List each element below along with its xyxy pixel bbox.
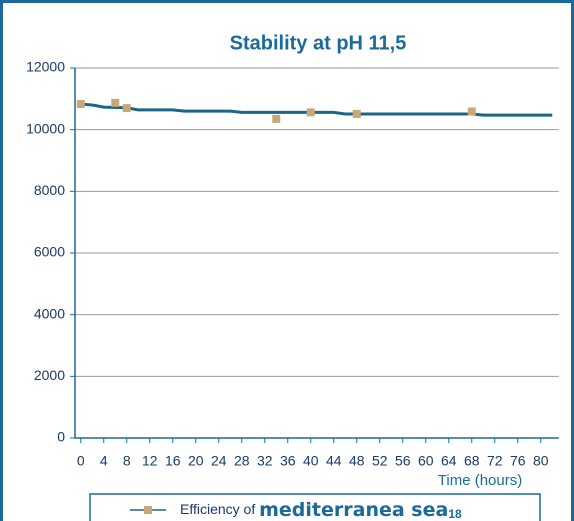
legend-label: Efficiency of mediterranea sea18 <box>180 499 462 521</box>
data-point <box>306 108 315 117</box>
y-tick-label: 12000 <box>26 59 65 75</box>
x-tick-label: 8 <box>123 453 131 469</box>
x-tick-label: 60 <box>418 453 434 469</box>
x-tick-label: 4 <box>100 453 108 469</box>
x-tick-label: 72 <box>487 453 503 469</box>
legend-text: 18 <box>448 507 462 521</box>
data-point <box>272 114 281 123</box>
x-tick-label: 48 <box>349 453 365 469</box>
data-point <box>122 104 131 113</box>
x-tick-label: 16 <box>165 453 181 469</box>
y-tick-label: 10000 <box>26 120 65 136</box>
data-point <box>111 98 120 107</box>
x-tick-label: 24 <box>211 453 227 469</box>
legend-box <box>89 493 541 521</box>
data-point <box>76 100 85 109</box>
data-point <box>467 107 476 116</box>
legend-marker <box>144 506 152 514</box>
x-tick-label: 20 <box>188 453 204 469</box>
x-tick-label: 28 <box>234 453 250 469</box>
x-axis-label: Time (hours) <box>438 472 522 489</box>
x-tick-label: 0 <box>77 453 85 469</box>
x-tick-label: 32 <box>257 453 273 469</box>
y-tick-label: 4000 <box>34 305 65 321</box>
x-tick-label: 56 <box>395 453 411 469</box>
x-tick-label: 68 <box>464 453 480 469</box>
y-tick-label: 8000 <box>34 182 65 198</box>
x-tick-label: 36 <box>280 453 296 469</box>
x-tick-label: 44 <box>326 453 342 469</box>
x-tick-label: 76 <box>510 453 526 469</box>
x-tick-label: 80 <box>533 453 549 469</box>
y-tick-label: 2000 <box>34 367 65 383</box>
legend-text: Efficiency of <box>180 501 259 517</box>
x-tick-label: 40 <box>303 453 319 469</box>
legend-text: mediterranea sea <box>259 499 448 521</box>
x-tick-label: 64 <box>441 453 457 469</box>
data-point <box>352 109 361 118</box>
y-tick-label: 0 <box>57 429 65 445</box>
chart-title: Stability at pH 11,5 <box>230 32 407 54</box>
x-tick-label: 12 <box>142 453 158 469</box>
x-tick-label: 52 <box>372 453 388 469</box>
y-tick-label: 6000 <box>34 244 65 260</box>
trend-line <box>80 102 553 117</box>
